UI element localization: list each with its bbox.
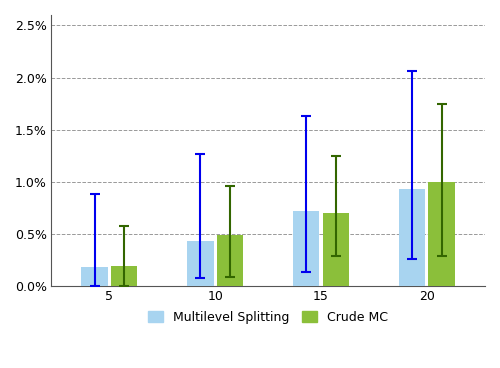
- Bar: [293, 211, 320, 286]
- Bar: [428, 182, 455, 286]
- Bar: [187, 241, 214, 286]
- Bar: [399, 189, 425, 286]
- Bar: [111, 266, 138, 286]
- Bar: [217, 235, 243, 286]
- Bar: [82, 268, 108, 286]
- Bar: [322, 213, 349, 286]
- Legend: Multilevel Splitting, Crude MC: Multilevel Splitting, Crude MC: [143, 306, 393, 329]
